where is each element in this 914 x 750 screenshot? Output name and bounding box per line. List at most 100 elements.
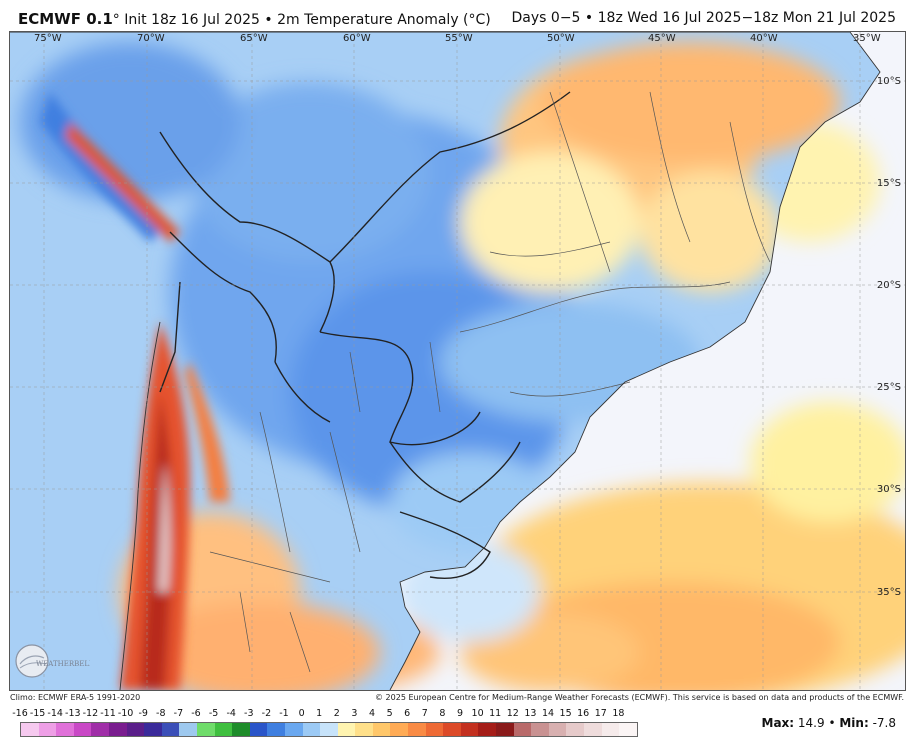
country-borders (159, 91, 571, 579)
colorbar-tick-label: 10 (471, 708, 484, 719)
colorbar-tick-label: 18 (612, 708, 625, 719)
colorbar-swatch (584, 723, 602, 736)
colorbar-tick-label: 1 (316, 708, 323, 719)
colorbar-swatch (196, 723, 215, 736)
colorbar-swatch (91, 723, 109, 736)
lon-label-50w: 50°W (547, 33, 575, 44)
colorbar-tick-label: 2 (333, 708, 340, 719)
colorbar-tick-label: -6 (191, 708, 201, 719)
colorbar-tick-label: -15 (29, 708, 46, 719)
colorbar-tick-label: -13 (65, 708, 81, 719)
header: ECMWF 0.1° Init 18z 16 Jul 2025 • 2m Tem… (0, 0, 914, 32)
colorbar-swatch (73, 723, 92, 736)
lon-label-45w: 45°W (648, 33, 676, 44)
colorbar-swatch (126, 723, 145, 736)
colorbar-tick-label: -12 (82, 708, 99, 719)
colorbar-tick-label: 5 (386, 708, 393, 719)
colorbar-tick-label: -5 (208, 708, 219, 719)
colorbar-tick-label: 6 (404, 708, 411, 719)
colorbar-swatch (566, 723, 584, 736)
lon-label-40w: 40°W (750, 33, 778, 44)
colorbar-swatch (337, 723, 356, 736)
lon-label-55w: 55°W (445, 33, 473, 44)
temperature-anomaly-map[interactable]: 75°W 70°W 65°W 60°W 55°W 50°W 45°W 40°W … (9, 31, 906, 691)
colorbar-tick-label: -4 (226, 708, 236, 719)
colorbar-tick-label: -11 (100, 708, 116, 719)
colorbar-legend: -16 -15 -14 -13 -12 -11 -10 -9 -8 -7 -6 -5 -4 -3 -2 -1 0… (12, 708, 656, 738)
west-coastline (119, 321, 161, 690)
graticule (10, 32, 905, 690)
stats-separator: • (824, 716, 840, 730)
map-title: ECMWF 0.1° Init 18z 16 Jul 2025 • 2m Tem… (18, 10, 491, 28)
coastline (10, 32, 881, 690)
max-label: Max: (761, 716, 795, 730)
colorbar-tick-label: 0 (298, 708, 305, 719)
colorbar-tick-label: 9 (456, 708, 464, 719)
map-canvas (10, 32, 905, 690)
min-label: Min: (839, 716, 869, 730)
lat-label-10s: 10°S (876, 76, 901, 87)
colorbar-swatch (249, 723, 268, 736)
land-anomaly-field (10, 32, 880, 690)
max-min-stats: Max: 14.9 • Min: -7.8 (762, 716, 897, 730)
lat-label-30s: 30°S (876, 484, 901, 495)
colorbar-swatch (284, 723, 303, 736)
colorbar-swatch (548, 723, 567, 736)
colorbar-swatch (302, 723, 321, 736)
colorbar-swatch (460, 723, 479, 736)
colorbar-tick-label: 11 (489, 708, 502, 719)
colorbar-tick-label: -1 (279, 708, 289, 719)
colorbar-swatch (425, 723, 444, 736)
lon-label-60w: 60°W (343, 33, 371, 44)
valid-period: Days 0−5 • 18z Wed 16 Jul 2025−18z Mon 2… (511, 10, 896, 26)
colorbar-swatch (408, 723, 426, 736)
lat-label-15s: 15°S (876, 178, 901, 189)
colorbar-swatch (144, 723, 162, 736)
colorbar-tick-label: -9 (138, 708, 148, 719)
colorbar-swatch (56, 723, 74, 736)
min-value: -7.8 (872, 716, 896, 730)
copyright-note: © 2025 European Centre for Medium-Range … (375, 693, 904, 702)
climatology-note: Climo: ECMWF ERA-5 1991-2020 (10, 693, 141, 702)
lon-label-65w: 65°W (240, 33, 268, 44)
model-name: ECMWF 0.1 (18, 10, 113, 28)
colorbar-swatch (179, 723, 197, 736)
colorbar-tick-label: -2 (261, 708, 272, 719)
colorbar-swatch (232, 723, 250, 736)
colorbar-swatch (601, 723, 620, 736)
lat-label-20s: 20°S (876, 280, 901, 291)
colorbar-swatch (108, 723, 127, 736)
colorbar-tick-label: -14 (47, 708, 63, 719)
state-borders (209, 91, 771, 673)
colorbar-swatches (20, 722, 638, 737)
max-value: 14.9 (797, 716, 825, 730)
colorbar-tick-label: 15 (559, 708, 572, 719)
colorbar-swatch (21, 723, 39, 736)
colorbar-swatch (355, 723, 373, 736)
lat-label-25s: 25°S (876, 382, 901, 393)
colorbar-swatch (320, 723, 338, 736)
colorbar-tick-label: 16 (577, 708, 590, 719)
colorbar-swatch (513, 723, 532, 736)
lon-label-70w: 70°W (137, 33, 165, 44)
colorbar-tick-label: -7 (173, 708, 184, 719)
colorbar-tick-label: 4 (368, 708, 376, 719)
colorbar-swatch (531, 723, 549, 736)
colorbar-tick-label: -3 (244, 708, 254, 719)
lat-label-35s: 35°S (876, 587, 901, 598)
lon-label-75w: 75°W (34, 33, 62, 44)
logo-text: WEATHERBELL (36, 660, 90, 668)
colorbar-swatch (496, 723, 514, 736)
colorbar-tick-label: 12 (506, 708, 519, 719)
title-details: ° Init 18z 16 Jul 2025 • 2m Temperature … (112, 12, 491, 28)
colorbar-tick-label: 7 (421, 708, 428, 719)
colorbar-swatch (390, 723, 409, 736)
colorbar-tick-label: 13 (524, 708, 537, 719)
colorbar-swatch (372, 723, 391, 736)
colorbar-swatch (478, 723, 497, 736)
colorbar-swatch (161, 723, 180, 736)
colorbar-tick-label: 14 (541, 708, 555, 719)
lon-label-35w: 35°W (853, 33, 881, 44)
colorbar-tick-label: 8 (439, 708, 446, 719)
colorbar-tick-label: -8 (156, 708, 166, 719)
